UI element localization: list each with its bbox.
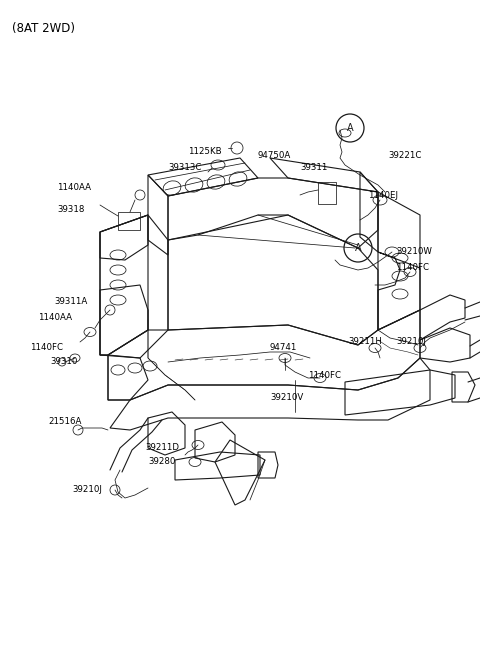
Text: 1140FC: 1140FC xyxy=(308,371,341,379)
Text: 39210W: 39210W xyxy=(396,248,432,257)
Text: 1140AA: 1140AA xyxy=(38,314,72,322)
Text: 1140FC: 1140FC xyxy=(30,343,63,352)
Text: 21516A: 21516A xyxy=(48,417,82,426)
Text: 39210J: 39210J xyxy=(396,337,426,346)
Text: 39210V: 39210V xyxy=(270,394,303,403)
Text: (8AT 2WD): (8AT 2WD) xyxy=(12,22,75,35)
Text: 94741: 94741 xyxy=(270,343,298,352)
Text: 39211H: 39211H xyxy=(348,337,382,346)
Text: 39211D: 39211D xyxy=(145,443,179,453)
Text: 39313C: 39313C xyxy=(168,164,202,172)
Text: 1140FC: 1140FC xyxy=(396,263,429,272)
Text: 1140EJ: 1140EJ xyxy=(368,191,398,200)
Text: 39210J: 39210J xyxy=(72,485,102,495)
Text: 39280: 39280 xyxy=(148,457,175,466)
Bar xyxy=(118,212,140,230)
Bar xyxy=(318,182,336,204)
Text: 39318: 39318 xyxy=(57,206,84,214)
Text: 1125KB: 1125KB xyxy=(188,147,222,157)
Text: 39311A: 39311A xyxy=(54,297,87,307)
Text: 94750A: 94750A xyxy=(258,151,291,160)
Text: A: A xyxy=(347,123,353,133)
Text: 39311: 39311 xyxy=(300,164,327,172)
Text: 39221C: 39221C xyxy=(388,151,421,160)
Text: 1140AA: 1140AA xyxy=(57,183,91,193)
Text: A: A xyxy=(355,243,361,253)
Text: 39310: 39310 xyxy=(50,358,77,367)
